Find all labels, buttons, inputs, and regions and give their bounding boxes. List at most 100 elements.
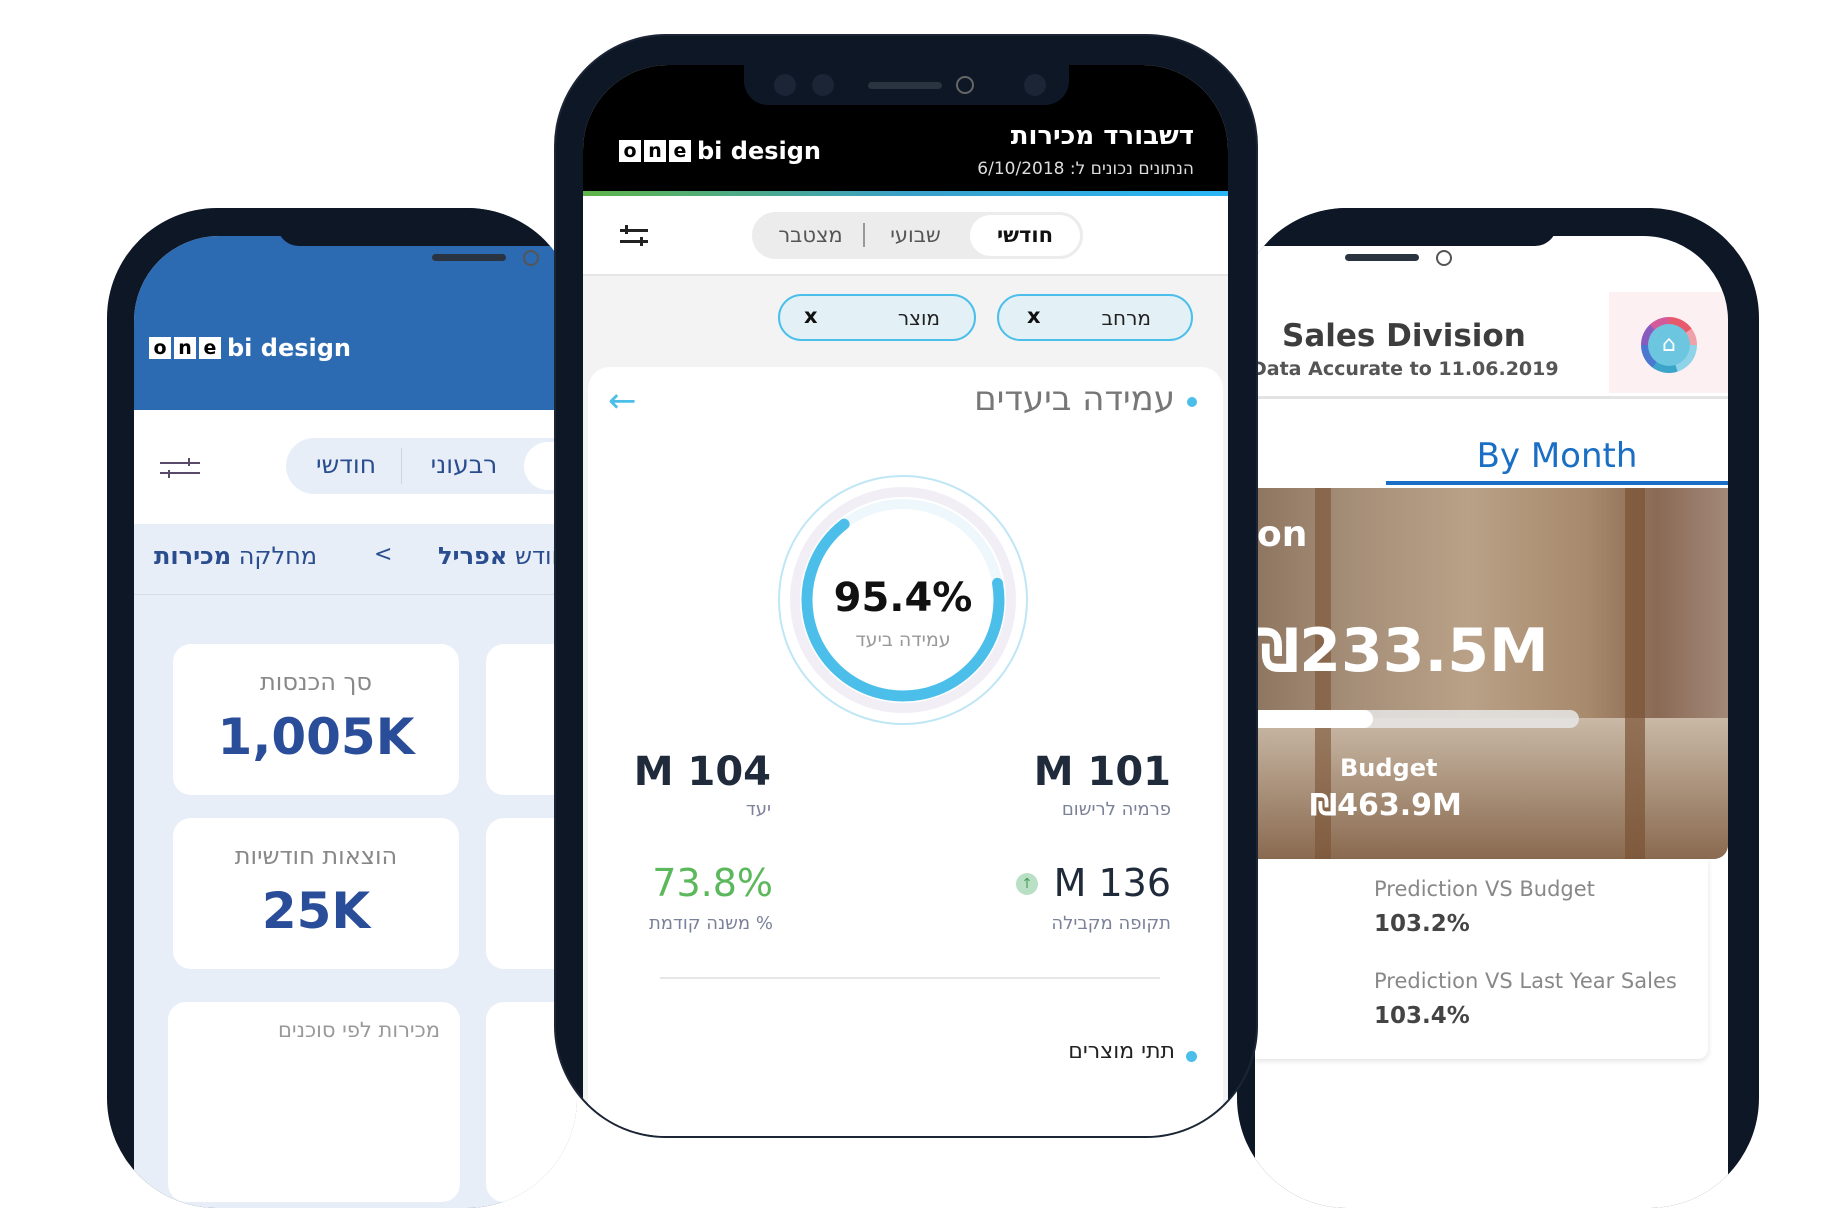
speaker xyxy=(1345,254,1419,261)
filter-icon[interactable] xyxy=(160,458,200,480)
card-value: 25K xyxy=(261,882,371,940)
gauge-value: 95.4% xyxy=(833,575,973,621)
tab-divider xyxy=(863,223,865,247)
stat-value: 101 M xyxy=(1033,749,1171,795)
front-sensor xyxy=(1024,74,1046,96)
stat-label: תקופה מקבילה xyxy=(1051,913,1171,934)
trend-up-icon: ↑ xyxy=(1016,873,1038,895)
card-label: סך הכנסות xyxy=(260,668,372,696)
speaker xyxy=(432,254,506,261)
metric-value: 103.4% xyxy=(1374,1003,1470,1029)
home-button[interactable]: ⌂ xyxy=(1609,292,1728,393)
logo-text: bi design xyxy=(697,137,821,165)
camera xyxy=(956,76,974,94)
tab-monthly[interactable]: חודשי xyxy=(315,450,377,479)
header-divider xyxy=(1255,396,1728,399)
tab-by-month[interactable]: By Month xyxy=(1476,436,1638,476)
metric-value: 103.2% xyxy=(1374,911,1470,937)
sales-by-agents-card[interactable]: מכירות לפי סוכנים xyxy=(168,1002,460,1202)
tab-weekly[interactable]: שבועי xyxy=(890,223,941,247)
chip-close-icon[interactable]: x xyxy=(1027,304,1041,328)
department-prefix: מחלקה xyxy=(238,542,318,570)
logo-letter: e xyxy=(199,337,221,359)
metrics-card: Prediction VS Budget 103.2% Prediction V… xyxy=(1255,859,1708,1059)
gauge-shadow xyxy=(790,487,1016,713)
chip-region[interactable]: מרחב x xyxy=(997,294,1193,341)
notch xyxy=(277,208,577,246)
chip-product[interactable]: מוצר x xyxy=(778,294,976,341)
camera xyxy=(1436,250,1452,266)
stat-value: 73.8% xyxy=(652,861,773,905)
notch xyxy=(1237,208,1557,246)
department-name: מכירות xyxy=(154,542,232,570)
stat-label: פרמיה לרישום xyxy=(1061,799,1171,820)
breadcrumb-row xyxy=(134,524,577,595)
subtitle: Data Accurate to 11.06.2019 xyxy=(1255,358,1559,380)
card-label: מכירות לפי סוכנים xyxy=(277,1018,440,1042)
dashboard-title: דשבורד מכירות xyxy=(1010,121,1194,151)
front-camera xyxy=(774,74,796,96)
tab-quarterly[interactable]: רבעוני xyxy=(430,450,498,479)
back-arrow-icon[interactable]: ← xyxy=(608,381,637,421)
metric-label: Prediction VS Budget xyxy=(1374,877,1595,901)
subsection-title: תתי מוצרים xyxy=(1068,1039,1175,1064)
stat-value: 104 M xyxy=(633,749,771,795)
kpi-card-expenses[interactable]: הוצאות חודשיות 25K xyxy=(173,818,459,969)
right-phone: Sales Division Data Accurate to 11.06.20… xyxy=(1237,208,1759,1208)
breadcrumb-department[interactable]: מחלקה מכירות xyxy=(154,542,317,570)
filter-icon[interactable] xyxy=(620,225,648,247)
stat-value: 136 M xyxy=(1053,861,1171,905)
left-header xyxy=(134,236,577,410)
logo-letter: n xyxy=(174,337,196,359)
budget-value: ₪463.9M xyxy=(1310,788,1462,823)
stat-label: יעד xyxy=(745,799,771,820)
kpi-card-revenue[interactable]: סך הכנסות 1,005K xyxy=(173,644,459,795)
tab-underline xyxy=(1386,481,1728,485)
hero-value: ₪233.5M xyxy=(1255,616,1549,686)
metric-label: Prediction VS Last Year Sales xyxy=(1374,969,1677,993)
breadcrumb-month[interactable]: חודש אפריל xyxy=(438,542,567,570)
front-sensor xyxy=(812,74,834,96)
gauge-arc xyxy=(801,498,1005,702)
logo-letter: n xyxy=(644,140,666,162)
hero-progress-fill xyxy=(1255,710,1373,728)
tab-cumulative[interactable]: מצטבר xyxy=(778,223,843,247)
chip-label: מרחב xyxy=(1101,306,1151,330)
logo-text: bi design xyxy=(227,334,351,362)
header-gradient-line xyxy=(583,191,1228,196)
camera xyxy=(523,250,539,266)
right-phone-screen: Sales Division Data Accurate to 11.06.20… xyxy=(1255,236,1728,1208)
speaker xyxy=(868,82,942,89)
gauge-outer-ring xyxy=(778,475,1028,725)
targets-card: ← עמידה ביעדים 95.4% עמידה ביעד 101 M פר… xyxy=(588,367,1223,1136)
budget-label: Budget xyxy=(1340,754,1438,782)
title: Sales Division xyxy=(1282,318,1526,354)
card-label: הוצאות חודשיות xyxy=(234,842,398,870)
month-name: אפריל xyxy=(438,542,508,570)
stat-label: % משנה קודמת xyxy=(648,913,773,934)
tab-divider xyxy=(401,448,402,484)
logo-letter: e xyxy=(669,140,691,162)
chip-close-icon[interactable]: x xyxy=(804,304,818,328)
hero-progress-track xyxy=(1255,710,1579,728)
hero-partial-label: on xyxy=(1257,514,1308,555)
dashboard-subtitle: הנתונים נכונים ל: 6/10/2018 xyxy=(977,159,1194,179)
breadcrumb-separator: < xyxy=(374,542,393,567)
logo-letter: o xyxy=(619,140,641,162)
section-bullet xyxy=(1187,397,1197,407)
gauge xyxy=(778,475,1028,725)
subsection-bullet xyxy=(1186,1051,1197,1062)
card-value: 1,005K xyxy=(217,708,415,766)
section-title: עמידה ביעדים xyxy=(974,379,1175,419)
gauge-label: עמידה ביעד xyxy=(855,629,951,651)
home-icon[interactable]: ⌂ xyxy=(1641,317,1697,373)
tab-monthly[interactable]: חודשי xyxy=(970,215,1080,256)
logo-letter: o xyxy=(149,337,171,359)
chip-label: מוצר xyxy=(897,306,940,330)
